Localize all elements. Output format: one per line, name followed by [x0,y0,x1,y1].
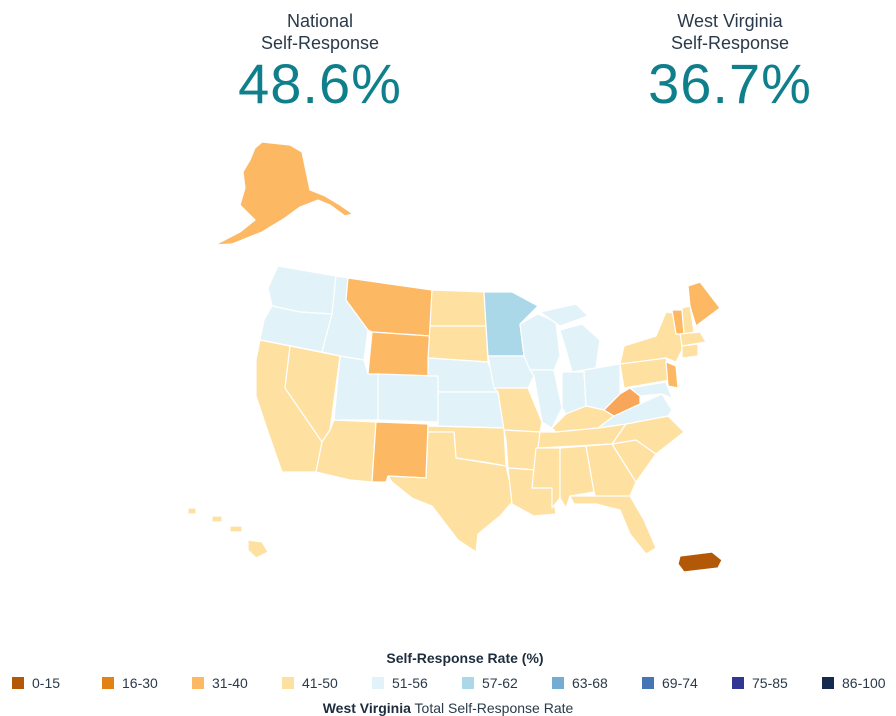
legend-item: 16-30 [102,674,158,692]
state-puerto-rico[interactable] [677,551,723,573]
state-texas[interactable] [387,431,515,553]
legend-label: 0-15 [32,675,61,691]
state-new-york[interactable] [619,311,683,365]
state-connecticut[interactable] [681,343,699,359]
footer-text: Total Self-Response Rate [410,700,574,716]
state-new-mexico[interactable] [371,421,429,483]
legend-item: 75-85 [732,674,788,692]
legend-swatch [552,677,564,689]
state-michigan[interactable] [559,323,601,373]
state-hawaii-islands[interactable] [187,507,243,533]
legend-label: 69-74 [662,675,698,691]
legend-item: 63-68 [552,674,608,692]
state-kansas[interactable] [437,391,505,429]
legend-item: 69-74 [642,674,698,692]
state-value: 36.7% [648,52,812,115]
legend-label: 75-85 [752,675,788,691]
legend-swatch [102,677,114,689]
legend-label: 63-68 [572,675,608,691]
legend-item: 31-40 [192,674,248,692]
state-alaska[interactable] [214,141,354,246]
state-north-dakota[interactable] [429,289,487,327]
legend-swatch [372,677,384,689]
legend-label: 51-56 [392,675,428,691]
state-colorado[interactable] [377,373,439,423]
legend-title: Self-Response Rate (%) [386,650,544,666]
legend-item: 57-62 [462,674,518,692]
legend-swatch [642,677,654,689]
legend-label: 16-30 [122,675,158,691]
state-wisconsin[interactable] [519,313,561,371]
legend: 0-15 16-30 31-40 41-50 51-56 57-62 63-68 69-74 7… [12,674,896,692]
state-michigan-upper[interactable] [539,303,589,327]
national-value: 48.6% [238,52,402,115]
legend-swatch [282,677,294,689]
state-new-jersey[interactable] [665,361,679,389]
legend-swatch [732,677,744,689]
state-maryland[interactable] [629,381,673,399]
state-wyoming[interactable] [367,331,431,377]
state-maine[interactable] [687,281,721,327]
us-map [187,141,723,573]
state-label: West Virginia Self-Response [670,11,790,53]
state-nebraska[interactable] [427,357,499,393]
footer-caption: West Virginia Total Self-Response Rate [0,700,896,716]
legend-label: 41-50 [302,675,338,691]
legend-label: 57-62 [482,675,518,691]
legend-item: 51-56 [372,674,428,692]
state-florida[interactable] [569,495,657,555]
national-stat: National Self-Response 48.6% [170,10,470,112]
legend-swatch [822,677,834,689]
legend-label: 31-40 [212,675,248,691]
state-hawaii[interactable] [247,539,269,559]
legend-item: 86-100 [822,674,886,692]
state-iowa[interactable] [487,355,535,389]
legend-item: 41-50 [282,674,338,692]
state-stat: West Virginia Self-Response 36.7% [580,10,880,112]
legend-item: 0-15 [12,674,60,692]
national-label: National Self-Response [260,11,380,53]
legend-swatch [12,677,24,689]
legend-label: 86-100 [842,675,886,691]
legend-swatch [462,677,474,689]
legend-swatch [192,677,204,689]
footer-state-name: West Virginia [322,700,411,716]
state-south-dakota[interactable] [427,325,489,363]
state-massachusetts[interactable] [679,331,707,347]
